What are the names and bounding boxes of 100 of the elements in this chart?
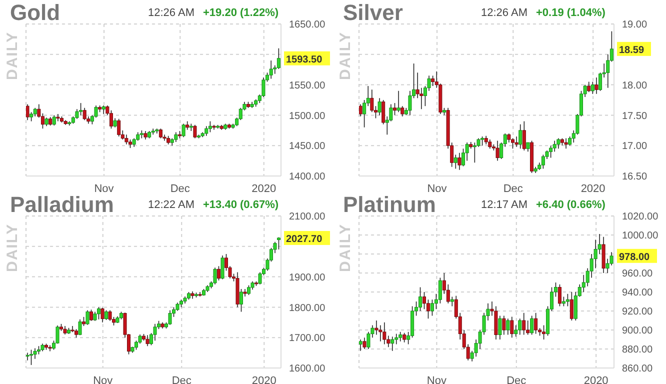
x-tick-label: Dec [170,182,190,195]
candlestick [488,139,492,150]
chart-title: Gold [10,0,60,26]
candlestick [258,272,262,285]
candlestick [26,104,30,120]
candlestick [26,352,30,361]
x-tick-label: 2020 [252,182,276,195]
candlestick [402,332,406,343]
candlestick [109,110,113,129]
candlestick [269,60,273,80]
candlestick [506,318,510,336]
candlestick [522,120,526,151]
text: 18.59 [619,44,644,56]
candlestick [422,292,426,310]
chart-title: Silver [343,0,403,26]
y-tick-label: 1400.00 [289,172,326,183]
candlestick [472,142,476,164]
candlestick [418,286,422,312]
y-tick-label: 1900.00 [289,272,326,284]
candlestick [430,299,434,316]
text: 1593.50 [286,54,323,66]
candlestick [518,124,522,150]
y-tick-label: 1700.00 [289,333,326,344]
candlestick [79,102,83,116]
candlestick [220,255,224,280]
candlestick [82,316,86,326]
candlestick [498,315,502,340]
candlestick [510,138,514,150]
candlestick [558,284,562,307]
candlestick [526,142,530,152]
candlestick [393,102,397,116]
candlestick [86,310,90,326]
text: 978.00 [619,252,650,263]
x-tick-label: Dec [172,374,192,384]
candlestick [113,118,117,128]
candlestick [124,134,128,145]
candlestick [153,324,157,342]
candlestick [426,299,430,319]
candlestick [277,236,280,250]
candlestick [382,322,386,345]
y-tick-label: 19.00 [622,20,648,31]
text: 2027.70 [286,234,323,245]
y-tick-label: 1000.00 [622,230,659,242]
candlestick [562,296,566,307]
chart-title: Palladium [10,192,114,218]
candlestick [602,236,606,274]
text: +6.40 (0.66%) [536,199,606,211]
candlestick [594,77,598,94]
x-tick-label: Nov [94,182,114,195]
candlestick [454,154,458,170]
candlestick [158,128,162,139]
x-tick-label: Nov [93,374,114,384]
y-tick-label: 17.00 [622,141,648,152]
y-tick-label: 1650.00 [289,20,326,31]
candlestick [564,138,568,150]
y-tick-label: 17.50 [622,110,648,122]
candlestick [362,337,366,350]
candlestick [522,312,526,336]
candlestick [240,288,243,312]
candlestick [590,81,594,94]
y-tick-label: 1450.00 [289,141,326,152]
candlestick [390,336,394,352]
candlestick [510,316,514,338]
candlestick [93,311,97,322]
y-tick-label: 880.00 [622,344,654,356]
x-tick-label: Nov [426,374,447,384]
candlestick [541,154,545,170]
candlestick [104,310,108,320]
text: +13.40 (0.67%) [203,199,279,211]
y-tick-label: 900.00 [622,326,654,337]
candlestick [496,140,500,162]
text: +19.20 (1.22%) [203,7,279,19]
y-tick-label: 16.50 [622,172,648,183]
candlestick [378,98,382,116]
candlestick [168,310,172,326]
candlestick [204,126,208,136]
y-tick-label: 920.00 [622,306,654,318]
candlestick [396,90,400,113]
candlestick [48,344,52,352]
candlestick [97,306,100,320]
candlestick [398,332,402,342]
candlestick [247,284,250,296]
y-tick-label: 1500.00 [289,110,326,122]
candlestick [458,152,462,170]
y-tick-label: 860.00 [622,364,654,375]
text: 12:26 AM [481,7,528,19]
candlestick [193,124,197,139]
candlestick [217,266,220,281]
x-tick-label: 2020 [580,182,606,195]
candlestick [117,118,121,137]
text: +0.19 (1.04%) [536,7,606,19]
y-tick-label: 2100.00 [289,212,326,223]
candlestick [208,120,212,133]
candlestick [30,349,33,366]
chart-title: Platinum [343,192,436,218]
x-tick-label: Dec [503,182,524,195]
candlestick [450,296,454,307]
candlestick [56,114,60,122]
y-tick-label: 1020.00 [622,212,659,223]
x-tick-label: Nov [427,182,448,195]
